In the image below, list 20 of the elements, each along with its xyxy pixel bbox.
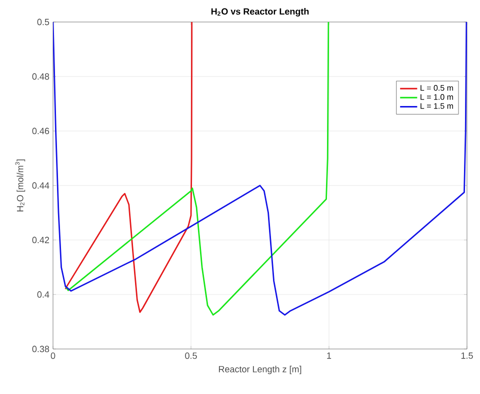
y-tick-label: 0.42 — [32, 236, 50, 244]
legend-label: L = 1.0 m — [420, 94, 453, 100]
x-tick-label: 0 — [50, 352, 56, 359]
x-axis-title: Reactor Length z [m] — [218, 366, 302, 374]
x-tick-label: 1 — [327, 352, 332, 359]
line-series — [53, 22, 467, 316]
y-tick-label: 0.46 — [32, 128, 50, 134]
x-tick-label: 0.5 — [185, 352, 197, 359]
chart-title: H$_{2}$O vs Reactor Length — [211, 8, 309, 16]
legend-label: L = 1.5 m — [420, 103, 453, 109]
y-tick-label: 0.4 — [37, 291, 50, 298]
y-axis-title: H$_{2}$O [mol/m$^{3}$] — [15, 160, 26, 212]
legend-label: L = 0.5 m — [420, 85, 453, 91]
y-tick-label: 0.48 — [32, 73, 50, 80]
line-series — [64, 22, 193, 313]
y-tick-label: 0.5 — [37, 18, 50, 26]
line-series — [64, 22, 330, 316]
y-tick-label: 0.38 — [32, 346, 50, 352]
y-tick-label: 0.44 — [32, 182, 50, 189]
x-tick-label: 1.5 — [461, 352, 473, 359]
